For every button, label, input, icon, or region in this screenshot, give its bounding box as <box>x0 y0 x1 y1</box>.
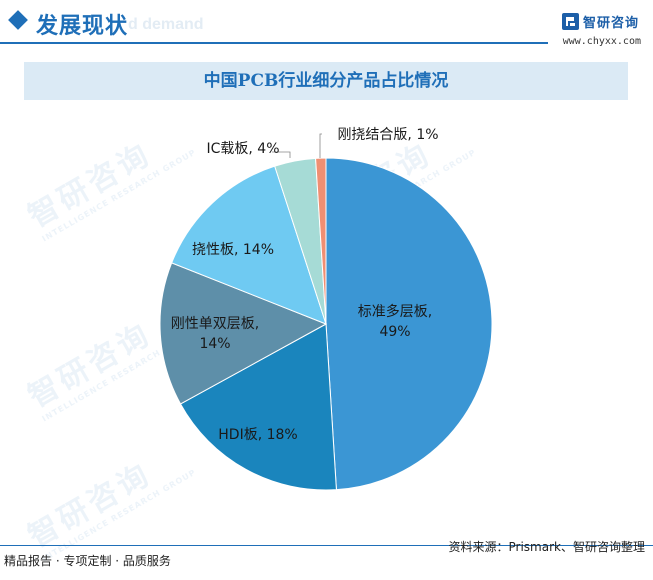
slice-label-line: 14% <box>199 336 230 352</box>
pie-slice <box>159 262 328 405</box>
pie-slice <box>325 157 493 491</box>
slice-label-line: IC载板, 4% <box>206 141 279 157</box>
leader-line <box>319 133 322 158</box>
brand: 智研咨询 <box>561 12 639 31</box>
chart-title-band: 中国PCB行业细分产品占比情况 <box>24 62 628 100</box>
footer-divider <box>0 545 653 546</box>
slice-label: HDI板, 18% <box>218 427 297 443</box>
slice-label: 刚挠结合版, 1% <box>337 127 438 143</box>
pie-slice <box>179 323 337 491</box>
section-subtitle: d demand <box>128 16 204 33</box>
brand-url: www.chyxx.com <box>562 36 641 47</box>
pie-slice <box>315 157 327 325</box>
header: 发展现状 d demand 智研咨询 www.chyxx.com <box>0 0 653 50</box>
slice-label-line: 49% <box>379 324 410 340</box>
slice-label: 刚性单双层板, 14% <box>171 316 259 352</box>
brand-name: 智研咨询 <box>582 16 639 31</box>
header-divider <box>0 42 548 44</box>
footer-source: 资料来源：Prismark、智研咨询整理 <box>448 540 645 554</box>
slice-label: 标准多层板, 49% <box>358 303 432 340</box>
leader-line <box>272 151 291 158</box>
slice-label: IC载板, 4% <box>206 141 279 157</box>
slice-label-line: 刚性单双层板, <box>171 316 259 332</box>
slice-label-line: 刚挠结合版, 1% <box>337 127 438 143</box>
slice-label: 挠性板, 14% <box>192 242 274 258</box>
slice-label-line: 标准多层板, <box>358 303 432 320</box>
section-title: 发展现状 <box>36 13 129 39</box>
chart-title: 中国PCB行业细分产品占比情况 <box>203 71 449 91</box>
footer-slogan: 精品报告 · 专项定制 · 品质服务 <box>4 554 171 568</box>
slice-label-line: 挠性板, 14% <box>192 242 274 258</box>
brand-logo-icon <box>561 13 579 30</box>
slice-label-line: HDI板, 18% <box>218 427 297 443</box>
